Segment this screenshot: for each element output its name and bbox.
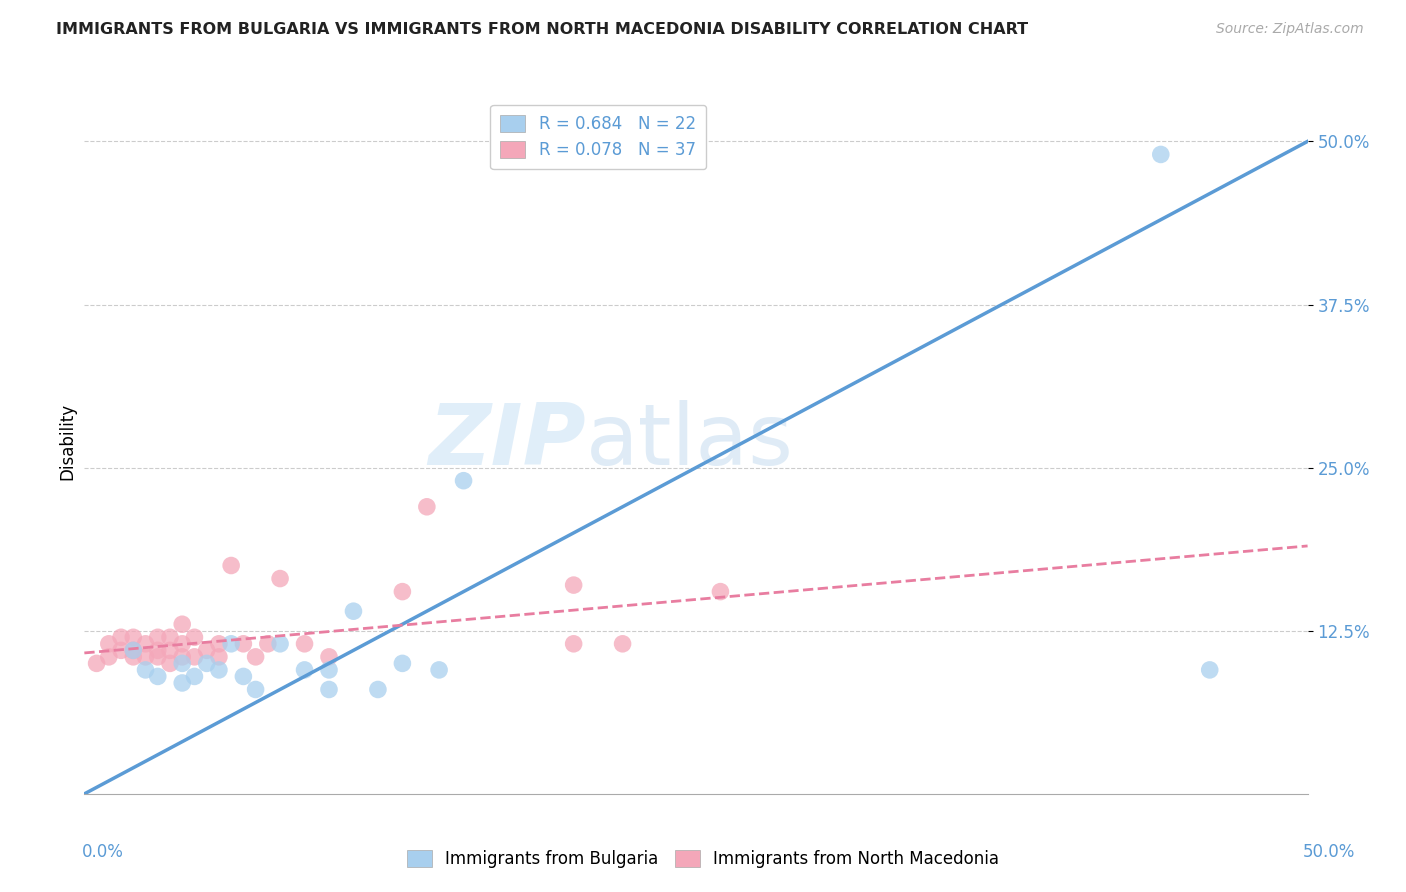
Point	[172, 637, 194, 651]
Point	[562, 637, 585, 651]
Point	[219, 558, 242, 573]
Point	[453, 474, 475, 488]
Point	[232, 637, 254, 651]
Point	[391, 584, 413, 599]
Point	[146, 669, 169, 683]
Point	[195, 643, 218, 657]
Point	[122, 643, 145, 657]
Point	[97, 649, 120, 664]
Point	[122, 643, 145, 657]
Point	[183, 669, 205, 683]
Text: ZIP: ZIP	[429, 400, 586, 483]
Point	[110, 643, 132, 657]
Point	[159, 630, 181, 644]
Point	[146, 649, 169, 664]
Point	[110, 630, 132, 644]
Point	[183, 649, 205, 664]
Y-axis label: Disability: Disability	[58, 403, 76, 480]
Legend: Immigrants from Bulgaria, Immigrants from North Macedonia: Immigrants from Bulgaria, Immigrants fro…	[401, 843, 1005, 875]
Point	[1198, 663, 1220, 677]
Point	[294, 663, 316, 677]
Point	[159, 657, 181, 671]
Point	[342, 604, 364, 618]
Point	[172, 617, 194, 632]
Point	[367, 682, 389, 697]
Point	[86, 657, 108, 671]
Point	[208, 663, 231, 677]
Point	[391, 657, 413, 671]
Text: atlas: atlas	[586, 400, 794, 483]
Text: Source: ZipAtlas.com: Source: ZipAtlas.com	[1216, 22, 1364, 37]
Point	[318, 663, 340, 677]
Point	[232, 669, 254, 683]
Point	[172, 649, 194, 664]
Point	[135, 663, 157, 677]
Point	[208, 637, 231, 651]
Point	[195, 657, 218, 671]
Point	[318, 682, 340, 697]
Point	[172, 676, 194, 690]
Point	[122, 649, 145, 664]
Legend: R = 0.684   N = 22, R = 0.078   N = 37: R = 0.684 N = 22, R = 0.078 N = 37	[491, 104, 706, 169]
Point	[269, 637, 291, 651]
Point	[208, 649, 231, 664]
Text: IMMIGRANTS FROM BULGARIA VS IMMIGRANTS FROM NORTH MACEDONIA DISABILITY CORRELATI: IMMIGRANTS FROM BULGARIA VS IMMIGRANTS F…	[56, 22, 1028, 37]
Point	[257, 637, 280, 651]
Point	[159, 643, 181, 657]
Point	[709, 584, 731, 599]
Point	[135, 649, 157, 664]
Point	[172, 657, 194, 671]
Point	[146, 630, 169, 644]
Text: 0.0%: 0.0%	[82, 843, 124, 861]
Point	[183, 630, 205, 644]
Text: 50.0%: 50.0%	[1302, 843, 1355, 861]
Point	[416, 500, 439, 514]
Point	[1150, 147, 1173, 161]
Point	[135, 637, 157, 651]
Point	[318, 649, 340, 664]
Point	[146, 643, 169, 657]
Point	[269, 572, 291, 586]
Point	[562, 578, 585, 592]
Point	[122, 630, 145, 644]
Point	[97, 637, 120, 651]
Point	[294, 637, 316, 651]
Point	[612, 637, 634, 651]
Point	[245, 682, 267, 697]
Point	[219, 637, 242, 651]
Point	[245, 649, 267, 664]
Point	[427, 663, 450, 677]
